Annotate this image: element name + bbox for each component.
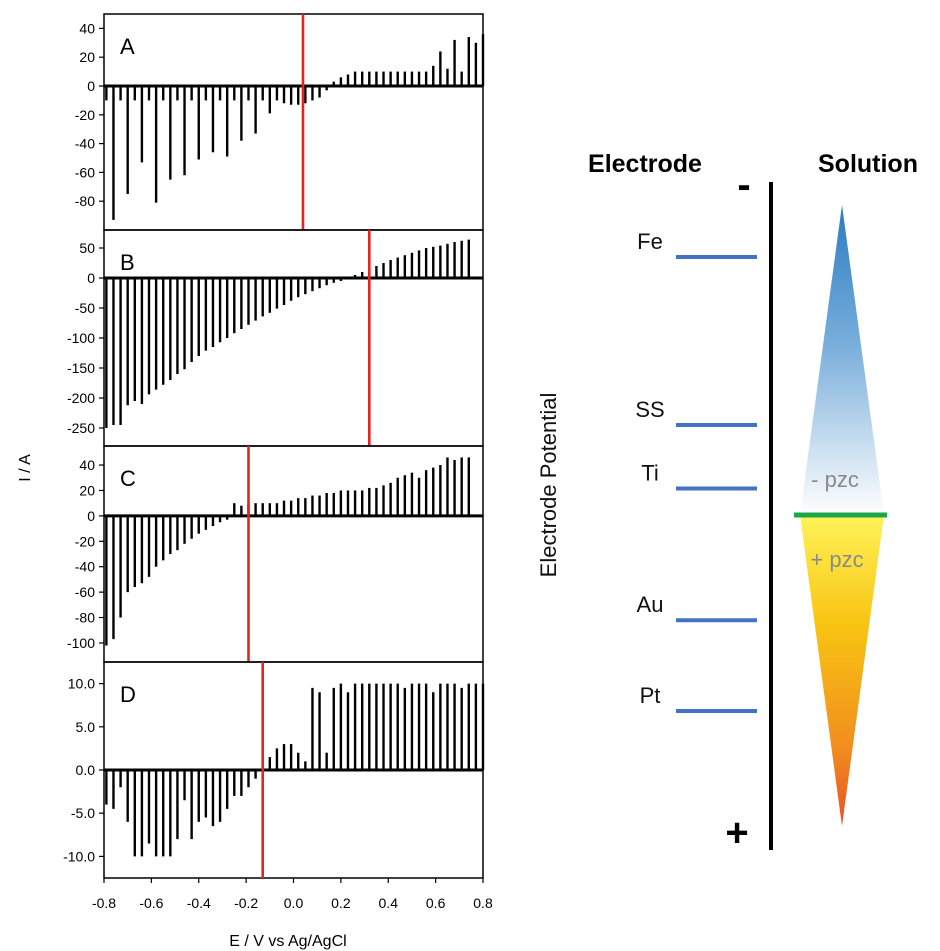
- y-tick-label: -250: [67, 420, 95, 436]
- y-tick-label: -100: [67, 635, 95, 651]
- y-tick-label: -200: [67, 390, 95, 406]
- y-tick-label: -5.0: [71, 805, 95, 821]
- y-tick-label: -10.0: [63, 848, 95, 864]
- x-axis-title: E / V vs Ag/AgCl: [229, 933, 346, 950]
- y-tick-label: 20: [79, 49, 95, 65]
- y-tick-label: -40: [75, 559, 95, 575]
- level-label: Au: [637, 592, 664, 617]
- panel-label: A: [120, 34, 135, 59]
- y-tick-label: 5.0: [76, 719, 96, 735]
- panel-frame: [103, 13, 484, 231]
- x-tick-label: 0.6: [426, 895, 446, 911]
- panel-label: B: [120, 250, 135, 275]
- panel-A: 40 20 0 -20 -40 -60 -80 A: [75, 13, 485, 231]
- panel-C: 40 20 0 -20 -40 -60 -80 -100 C: [67, 445, 484, 663]
- plus-sign: +: [725, 811, 748, 855]
- y-tick-label: 40: [79, 457, 95, 473]
- x-tick-label: 0.4: [379, 895, 399, 911]
- electrode-levels: Fe SS Ti Au Pt: [635, 229, 757, 713]
- electrode-header: Electrode: [588, 150, 702, 178]
- y-tick-label: 0: [87, 508, 95, 524]
- panel-label: C: [120, 466, 136, 491]
- solution-header: Solution: [818, 150, 918, 178]
- y-tick-label: -80: [75, 193, 95, 209]
- level-label: Fe: [637, 229, 663, 254]
- electrode-potential-diagram: Electrode Solution - + Electrode Potenti…: [536, 150, 918, 855]
- negative-pzc-triangle: [800, 205, 884, 515]
- negative-pzc-label: - pzc: [811, 467, 859, 492]
- panel-B: 50 0 -50 -100 -150 -200 -250 B: [67, 229, 484, 447]
- x-axis: -0.8 -0.6 -0.4 -0.2 0.0 0.2 0.4 0.6 0.8: [92, 878, 493, 911]
- y-tick-label: 0.0: [76, 762, 96, 778]
- level-label: Ti: [641, 461, 659, 486]
- y-tick-label: -80: [75, 610, 95, 626]
- level-label: Pt: [640, 683, 661, 708]
- y-tick-label: 0: [87, 78, 95, 94]
- panel-label: D: [120, 682, 136, 707]
- minus-sign: -: [737, 163, 750, 207]
- y-tick-label: -60: [75, 164, 95, 180]
- potential-axis-label: Electrode Potential: [536, 393, 561, 578]
- y-tick-label: -20: [75, 107, 95, 123]
- y-axis-title: I / A: [17, 454, 34, 482]
- y-tick-label: 20: [79, 482, 95, 498]
- y-tick-label: 50: [79, 240, 95, 256]
- y-tick-label: 0: [87, 270, 95, 286]
- y-tick-label: 40: [79, 20, 95, 36]
- y-tick-label: -60: [75, 584, 95, 600]
- y-tick-label: 10.0: [68, 676, 95, 692]
- x-tick-label: 0.2: [331, 895, 351, 911]
- y-tick-label: -100: [67, 330, 95, 346]
- x-tick-label: 0.8: [473, 895, 493, 911]
- panel-D: 10.0 5.0 0.0 -5.0 -10.0 D: [63, 661, 485, 879]
- y-tick-label: -150: [67, 360, 95, 376]
- x-tick-label: -0.4: [187, 895, 211, 911]
- y-tick-label: -40: [75, 136, 95, 152]
- positive-pzc-triangle: [800, 515, 884, 826]
- level-label: SS: [635, 397, 664, 422]
- positive-pzc-label: + pzc: [810, 547, 863, 572]
- x-tick-label: -0.2: [234, 895, 258, 911]
- x-tick-label: -0.8: [92, 895, 116, 911]
- x-tick-label: -0.6: [139, 895, 163, 911]
- bar-charts: 40200-20-40-60-80A500-50-100-150-200-250…: [63, 13, 485, 879]
- y-tick-label: -20: [75, 533, 95, 549]
- y-tick-label: -50: [75, 300, 95, 316]
- x-tick-label: 0.0: [284, 895, 304, 911]
